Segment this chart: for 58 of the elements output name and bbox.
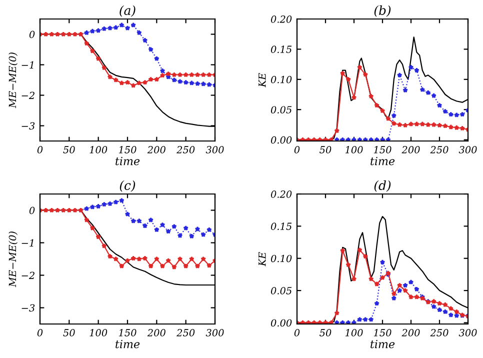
- y-tick-label: −1: [22, 61, 34, 68]
- x-axis-title: time: [116, 156, 140, 166]
- x-tick-label: 250: [430, 329, 448, 336]
- x-tick-label: 300: [206, 329, 224, 336]
- y-tick-label: 0.10: [270, 254, 292, 262]
- x-tick-label: 150: [118, 146, 136, 154]
- x-tick-label: 0: [37, 329, 43, 336]
- x-tick-label: 150: [374, 329, 392, 336]
- x-tick-label: 250: [430, 146, 448, 154]
- x-tick-label: 0: [294, 146, 300, 154]
- x-tick-label: 50: [63, 329, 75, 336]
- y-tick-label: −2: [22, 92, 34, 99]
- x-tick-label: 200: [147, 329, 166, 336]
- y-tick-label: −3: [22, 122, 35, 130]
- x-tick-label: 300: [206, 146, 224, 154]
- y-tick-label: 0.10: [270, 76, 292, 84]
- x-tick-label: 300: [458, 146, 477, 154]
- y-tick-label: −3: [22, 304, 35, 312]
- y-tick-label: −2: [22, 272, 34, 279]
- x-tick-label: 200: [147, 146, 166, 154]
- chart-title: (b): [374, 5, 391, 17]
- x-tick-label: 0: [37, 146, 43, 154]
- x-tick-label: 200: [402, 329, 420, 336]
- y-tick-label: 0: [29, 30, 35, 38]
- y-tick-label: 0: [29, 206, 35, 214]
- x-tick-label: 250: [176, 329, 195, 336]
- x-tick-label: 100: [90, 146, 108, 154]
- y-axis-title: ME−ME(0): [8, 52, 18, 108]
- y-tick-label: 0.05: [270, 106, 292, 114]
- x-tick-label: 100: [90, 329, 108, 336]
- x-tick-label: 250: [176, 146, 195, 154]
- y-tick-label: 0.15: [270, 222, 292, 230]
- y-tick-label: −1: [22, 239, 34, 246]
- x-axis-title: time: [370, 156, 395, 166]
- y-tick-label: 0.20: [270, 15, 292, 23]
- x-axis-title: time: [370, 340, 395, 348]
- y-tick-label: 0.05: [270, 287, 292, 294]
- x-axis-title: time: [116, 340, 140, 348]
- x-tick-label: 150: [118, 329, 136, 336]
- x-tick-label: 50: [63, 146, 75, 154]
- y-tick-label: 0.15: [270, 46, 292, 54]
- chart-title: (d): [374, 180, 391, 192]
- y-axis-title: ME−ME(0): [8, 232, 18, 288]
- x-tick-label: 50: [320, 329, 332, 336]
- y-tick-label: 0.00: [270, 136, 292, 144]
- x-tick-label: 200: [402, 146, 420, 154]
- y-axis-title: KE: [258, 252, 266, 266]
- x-tick-label: 0: [294, 329, 300, 336]
- x-tick-label: 300: [458, 329, 477, 336]
- y-tick-label: 0.20: [270, 190, 292, 198]
- x-tick-label: 50: [320, 146, 332, 154]
- chart-title: (a): [120, 5, 136, 17]
- y-axis-title: KE: [258, 72, 266, 88]
- y-tick-label: 0.00: [270, 319, 292, 327]
- x-tick-label: 100: [345, 146, 363, 154]
- x-tick-label: 150: [374, 146, 392, 154]
- x-tick-label: 100: [345, 329, 363, 336]
- chart-title: (c): [120, 180, 136, 192]
